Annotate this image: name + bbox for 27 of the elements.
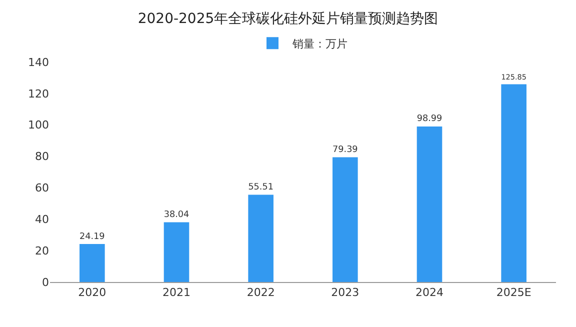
data-label: 55.51 bbox=[248, 182, 274, 193]
y-tick-label: 80 bbox=[35, 150, 49, 164]
data-label: 79.39 bbox=[332, 145, 358, 156]
bar bbox=[332, 157, 358, 282]
data-label: 38.04 bbox=[164, 210, 190, 220]
bar bbox=[164, 222, 190, 282]
y-tick-label: 60 bbox=[35, 182, 49, 195]
x-tick-label: 2022 bbox=[246, 286, 275, 300]
x-tick-label: 2020 bbox=[78, 286, 106, 300]
y-tick-label: 140 bbox=[28, 56, 49, 69]
y-tick-label: 20 bbox=[35, 244, 49, 258]
x-tick-label: 2023 bbox=[331, 286, 360, 300]
chart-title: 2020-2025年全球碳化硅外延片销量预测趋势图 bbox=[138, 10, 438, 27]
bar bbox=[416, 126, 442, 282]
bar bbox=[248, 194, 274, 282]
x-tick-label: 2025E bbox=[496, 286, 532, 300]
y-tick-label: 100 bbox=[28, 118, 49, 132]
y-tick-label: 40 bbox=[35, 212, 49, 226]
legend-label: 销量：万片 bbox=[292, 37, 348, 50]
bar bbox=[80, 244, 105, 282]
data-label: 98.99 bbox=[416, 114, 442, 124]
bar bbox=[501, 84, 526, 282]
x-tick-label: 2021 bbox=[162, 286, 190, 300]
x-tick-label: 2024 bbox=[416, 286, 444, 300]
data-label: 24.19 bbox=[80, 232, 105, 242]
y-tick-label: 0 bbox=[42, 276, 49, 289]
y-tick-label: 120 bbox=[28, 87, 49, 100]
